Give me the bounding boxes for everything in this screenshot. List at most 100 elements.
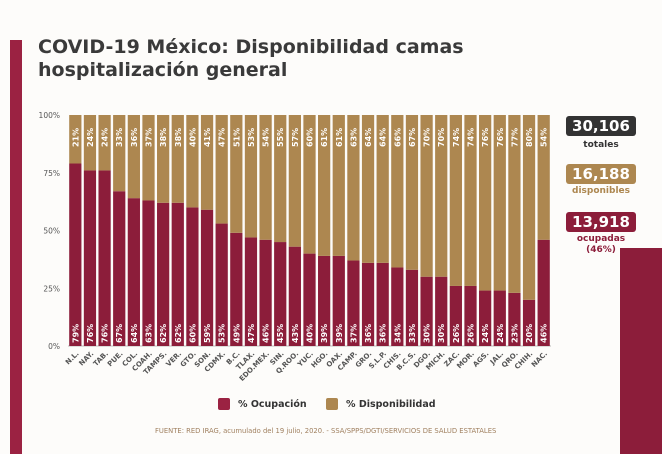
bar-disponibilidad bbox=[464, 115, 477, 286]
bar-ocupacion bbox=[493, 290, 506, 346]
bar-disponibilidad bbox=[215, 115, 228, 224]
data-label-disponibilidad: 74% bbox=[452, 128, 461, 147]
data-label-disponibilidad: 40% bbox=[188, 128, 197, 147]
bar-disponibilidad bbox=[288, 115, 301, 247]
bar-ocupacion bbox=[244, 237, 258, 346]
bar-disponibilidad bbox=[537, 115, 550, 240]
data-label-disponibilidad: 63% bbox=[349, 128, 358, 147]
ocupadas-label: ocupadas (46%) bbox=[576, 234, 626, 255]
data-label-disponibilidad: 76% bbox=[496, 128, 505, 147]
data-label-ocupacion: 37% bbox=[349, 324, 358, 343]
data-label-ocupacion: 76% bbox=[86, 324, 95, 343]
data-label-disponibilidad: 21% bbox=[71, 128, 80, 147]
bar-disponibilidad bbox=[83, 115, 97, 171]
data-label-ocupacion: 26% bbox=[452, 324, 461, 343]
bar-ocupacion bbox=[318, 255, 331, 346]
bar-disponibilidad bbox=[244, 115, 258, 238]
data-label-ocupacion: 39% bbox=[320, 324, 329, 343]
data-label-ocupacion: 43% bbox=[291, 324, 300, 343]
bar-disponibilidad bbox=[157, 115, 170, 203]
x-tick-label: NAC. bbox=[530, 350, 549, 369]
x-tick-label: AGS. bbox=[472, 350, 491, 369]
bar-ocupacion bbox=[391, 267, 404, 346]
legend-disponibilidad: % Disponibilidad bbox=[326, 398, 436, 410]
data-label-ocupacion: 40% bbox=[306, 324, 315, 343]
bar-ocupacion bbox=[420, 276, 433, 346]
data-label-disponibilidad: 64% bbox=[379, 128, 388, 147]
left-accent-stripe bbox=[10, 40, 22, 454]
bar-disponibilidad bbox=[318, 115, 331, 256]
disponibles-badge: 16,188 bbox=[566, 164, 636, 184]
bar-disponibilidad bbox=[405, 115, 419, 270]
data-label-disponibilidad: 38% bbox=[159, 128, 168, 147]
data-label-ocupacion: 46% bbox=[540, 324, 549, 343]
bar-disponibilidad bbox=[230, 115, 243, 233]
bar-disponibilidad bbox=[200, 115, 214, 210]
bar-ocupacion bbox=[522, 299, 536, 346]
bar-ocupacion bbox=[405, 269, 419, 346]
data-label-disponibilidad: 67% bbox=[408, 128, 417, 147]
bar-disponibilidad bbox=[522, 115, 536, 300]
legend-swatch-disponibilidad bbox=[326, 398, 338, 410]
data-label-ocupacion: 33% bbox=[408, 324, 417, 343]
legend-swatch-ocupacion bbox=[218, 398, 230, 410]
y-tick-label: 25% bbox=[43, 284, 60, 293]
data-label-disponibilidad: 77% bbox=[510, 128, 519, 147]
bar-disponibilidad bbox=[347, 115, 360, 261]
bar-disponibilidad bbox=[113, 115, 126, 192]
data-label-ocupacion: 53% bbox=[218, 324, 227, 343]
bar-disponibilidad bbox=[142, 115, 155, 201]
data-label-disponibilidad: 74% bbox=[467, 128, 476, 147]
y-tick-label: 75% bbox=[43, 169, 60, 178]
bar-disponibilidad bbox=[493, 115, 506, 291]
data-label-ocupacion: 59% bbox=[203, 324, 212, 343]
data-label-ocupacion: 34% bbox=[393, 324, 402, 343]
bar-ocupacion bbox=[259, 239, 272, 346]
y-tick-label: 0% bbox=[48, 342, 60, 351]
data-label-disponibilidad: 70% bbox=[437, 128, 446, 147]
bar-disponibilidad bbox=[98, 115, 111, 171]
data-label-disponibilidad: 36% bbox=[130, 128, 139, 147]
data-label-ocupacion: 30% bbox=[423, 324, 432, 343]
bar-ocupacion bbox=[142, 200, 155, 346]
legend-label-ocupacion: % Ocupación bbox=[238, 398, 307, 410]
chart-title: COVID-19 México: Disponibilidad camas ho… bbox=[38, 36, 464, 81]
data-label-ocupacion: 39% bbox=[335, 324, 344, 343]
data-label-disponibilidad: 57% bbox=[291, 128, 300, 147]
bar-disponibilidad bbox=[259, 115, 272, 240]
bar-disponibilidad bbox=[127, 115, 140, 199]
data-label-disponibilidad: 24% bbox=[86, 128, 95, 147]
bar-disponibilidad bbox=[391, 115, 404, 268]
data-label-disponibilidad: 37% bbox=[145, 128, 154, 147]
data-label-ocupacion: 63% bbox=[145, 324, 154, 343]
bar-disponibilidad bbox=[303, 115, 316, 254]
legend-ocupacion: % Ocupación bbox=[218, 398, 307, 410]
data-label-disponibilidad: 60% bbox=[306, 128, 315, 147]
bar-disponibilidad bbox=[508, 115, 521, 293]
bar-disponibilidad bbox=[69, 115, 82, 164]
bar-ocupacion bbox=[376, 262, 389, 346]
data-label-ocupacion: 62% bbox=[174, 324, 183, 343]
bar-ocupacion bbox=[288, 246, 301, 346]
ocupadas-badge: 13,918 bbox=[566, 212, 636, 232]
bar-disponibilidad bbox=[449, 115, 462, 286]
bar-ocupacion bbox=[98, 170, 111, 346]
data-label-ocupacion: 24% bbox=[496, 324, 505, 343]
bar-ocupacion bbox=[508, 292, 521, 346]
data-label-disponibilidad: 76% bbox=[481, 128, 490, 147]
bar-ocupacion bbox=[537, 239, 550, 346]
data-label-disponibilidad: 64% bbox=[364, 128, 373, 147]
data-label-ocupacion: 23% bbox=[510, 324, 519, 343]
bar-ocupacion bbox=[83, 170, 97, 346]
bar-ocupacion bbox=[435, 276, 448, 346]
bar-disponibilidad bbox=[274, 115, 287, 243]
x-tick-label: HGO. bbox=[310, 350, 330, 370]
totales-label: totales bbox=[583, 140, 619, 150]
bar-ocupacion bbox=[171, 202, 184, 346]
data-label-ocupacion: 26% bbox=[467, 324, 476, 343]
bar-ocupacion bbox=[303, 253, 316, 346]
data-label-ocupacion: 62% bbox=[159, 324, 168, 343]
bar-disponibilidad bbox=[171, 115, 184, 203]
